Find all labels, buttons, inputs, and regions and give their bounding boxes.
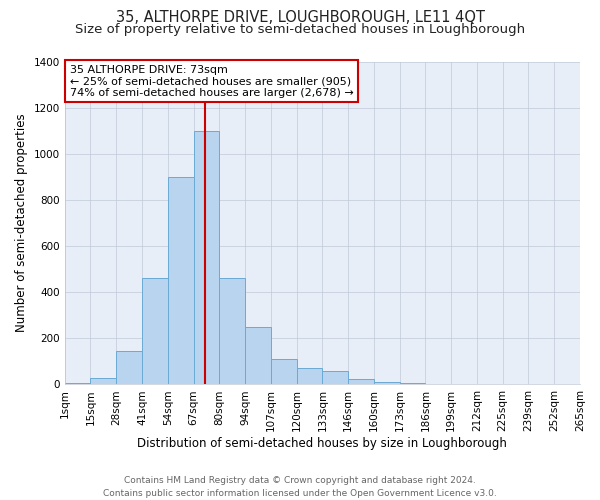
X-axis label: Distribution of semi-detached houses by size in Loughborough: Distribution of semi-detached houses by … bbox=[137, 437, 507, 450]
Bar bbox=[142, 278, 168, 384]
Text: Size of property relative to semi-detached houses in Loughborough: Size of property relative to semi-detach… bbox=[75, 22, 525, 36]
Y-axis label: Number of semi-detached properties: Number of semi-detached properties bbox=[15, 114, 28, 332]
Bar bbox=[322, 370, 348, 384]
Text: Contains HM Land Registry data © Crown copyright and database right 2024.
Contai: Contains HM Land Registry data © Crown c… bbox=[103, 476, 497, 498]
Bar bbox=[296, 368, 322, 384]
Bar bbox=[348, 378, 374, 384]
Bar bbox=[245, 327, 271, 384]
Bar bbox=[116, 351, 142, 384]
Text: 35 ALTHORPE DRIVE: 73sqm
← 25% of semi-detached houses are smaller (905)
74% of : 35 ALTHORPE DRIVE: 73sqm ← 25% of semi-d… bbox=[70, 64, 353, 98]
Bar bbox=[219, 278, 245, 384]
Text: 35, ALTHORPE DRIVE, LOUGHBOROUGH, LE11 4QT: 35, ALTHORPE DRIVE, LOUGHBOROUGH, LE11 4… bbox=[115, 10, 485, 25]
Bar bbox=[374, 382, 400, 384]
Bar bbox=[168, 177, 193, 384]
Bar bbox=[271, 359, 296, 384]
Bar bbox=[91, 378, 116, 384]
Bar bbox=[193, 130, 219, 384]
